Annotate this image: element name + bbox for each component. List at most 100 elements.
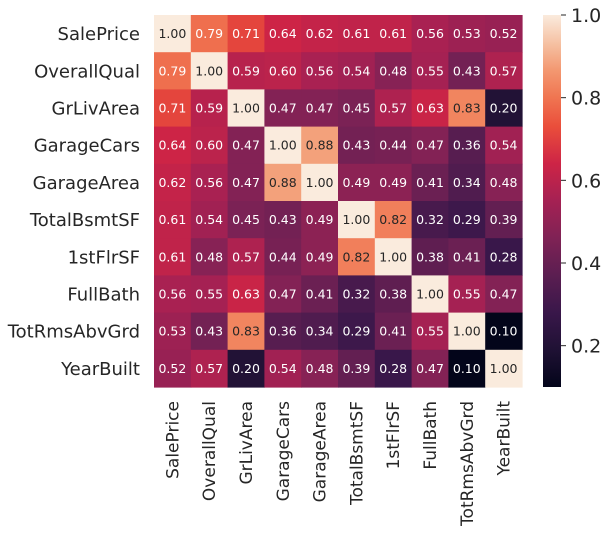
heatmap-cell-fullbath-garagecars <box>264 275 302 314</box>
heatmap-cell-totrmsabvgrd-saleprice <box>154 312 192 351</box>
cell-value-label: 0.20 <box>490 101 518 116</box>
heatmap-cell-fullbath-garagearea <box>301 275 339 314</box>
colorbar-tick-label: 0.6 <box>571 170 601 192</box>
cell-value-label: 0.55 <box>416 324 444 339</box>
cell-value-label: 0.82 <box>379 212 407 227</box>
cell-value-label: 0.28 <box>379 361 407 376</box>
heatmap-cell-totrmsabvgrd-fullbath <box>411 312 449 351</box>
cell-value-label: 0.63 <box>416 101 444 116</box>
cell-value-label: 0.83 <box>453 101 481 116</box>
cell-value-label: 0.39 <box>490 212 518 227</box>
heatmap-cell-grlivarea-totrmsabvgrd <box>448 89 486 128</box>
cell-value-label: 1.00 <box>379 249 407 264</box>
cell-value-label: 1.00 <box>232 101 260 116</box>
heatmap-cell-1stflrsf-garagearea <box>301 238 339 276</box>
cell-value-label: 0.41 <box>453 249 481 264</box>
heatmap-cell-garagearea-grlivarea <box>227 163 265 202</box>
cell-value-label: 0.55 <box>416 63 444 78</box>
heatmap-cell-totalbsmtsf-yearbuilt <box>485 201 523 239</box>
heatmap-cell-grlivarea-1stflrsf <box>374 89 413 128</box>
cell-value-label: 0.48 <box>490 175 518 190</box>
column-label-1stflrsf: 1stFlrSF <box>384 401 404 469</box>
heatmap-cell-garagecars-grlivarea <box>227 126 265 165</box>
heatmap-cell-1stflrsf-yearbuilt <box>485 238 523 276</box>
row-label-yearbuilt: YearBuilt <box>60 359 140 380</box>
cell-value-label: 0.83 <box>232 324 260 339</box>
heatmap-cell-grlivarea-saleprice <box>154 89 192 128</box>
column-label-fullbath: FullBath <box>421 401 441 470</box>
heatmap-cell-totalbsmtsf-totrmsabvgrd <box>448 201 486 239</box>
heatmap-cell-totalbsmtsf-saleprice <box>154 201 192 239</box>
cell-value-label: 0.59 <box>232 63 260 78</box>
row-label-totrmsabvgrd: TotRmsAbvGrd <box>7 322 140 343</box>
heatmap-cell-overallqual-totalbsmtsf <box>338 52 376 90</box>
cell-value-label: 0.49 <box>342 175 370 190</box>
row-label-garagecars: GarageCars <box>34 136 140 157</box>
heatmap-cell-totrmsabvgrd-garagecars <box>264 312 302 351</box>
heatmap-cell-1stflrsf-garagecars <box>264 238 302 276</box>
heatmap-cell-saleprice-yearbuilt <box>485 15 523 53</box>
cell-value-label: 0.47 <box>269 287 297 302</box>
heatmap-cell-totrmsabvgrd-grlivarea <box>227 312 265 351</box>
heatmap-cell-saleprice-overallqual <box>190 15 229 53</box>
cell-value-label: 0.88 <box>269 175 297 190</box>
heatmap-cell-totalbsmtsf-garagearea <box>301 201 339 239</box>
cell-value-label: 0.53 <box>453 26 481 41</box>
column-label-garagecars: GarageCars <box>274 401 294 502</box>
cell-value-label: 0.39 <box>342 361 370 376</box>
heatmap-cell-garagecars-garagecars <box>264 126 302 165</box>
cell-value-label: 0.29 <box>342 324 370 339</box>
heatmap-cell-1stflrsf-grlivarea <box>227 238 265 276</box>
cell-value-label: 0.63 <box>232 287 260 302</box>
cell-value-label: 0.43 <box>269 212 297 227</box>
heatmap-cell-fullbath-totalbsmtsf <box>338 275 376 314</box>
heatmap-cell-garagearea-totrmsabvgrd <box>448 163 486 202</box>
heatmap-cell-1stflrsf-overallqual <box>190 238 229 276</box>
row-label-totalbsmtsf: TotalBsmtSF <box>29 210 140 231</box>
cell-value-label: 0.43 <box>342 138 370 153</box>
colorbar-tick-label: 0.2 <box>571 336 601 358</box>
row-label-garagearea: GarageArea <box>33 173 140 194</box>
heatmap-cell-saleprice-garagecars <box>264 15 302 53</box>
heatmap-cell-1stflrsf-1stflrsf <box>374 238 413 276</box>
heatmap-cell-1stflrsf-saleprice <box>154 238 192 276</box>
heatmap-cell-totalbsmtsf-totalbsmtsf <box>338 201 376 239</box>
cell-value-label: 0.41 <box>306 287 334 302</box>
cell-value-label: 1.00 <box>158 26 186 41</box>
heatmap-cell-1stflrsf-fullbath <box>411 238 449 276</box>
cell-value-label: 0.54 <box>342 63 370 78</box>
heatmap-cell-overallqual-garagecars <box>264 52 302 90</box>
cell-value-label: 0.47 <box>269 101 297 116</box>
heatmap-cell-fullbath-overallqual <box>190 275 229 314</box>
cell-value-label: 0.38 <box>379 287 407 302</box>
cell-value-label: 0.82 <box>342 249 370 264</box>
heatmap-cell-saleprice-fullbath <box>411 15 449 53</box>
cell-value-label: 0.32 <box>416 212 444 227</box>
heatmap-cell-overallqual-grlivarea <box>227 52 265 90</box>
heatmap-cell-garagearea-garagearea <box>301 163 339 202</box>
heatmap-cell-yearbuilt-grlivarea <box>227 349 265 388</box>
colorbar-gradient <box>543 15 561 387</box>
cell-value-label: 0.61 <box>158 212 186 227</box>
heatmap-cell-1stflrsf-totrmsabvgrd <box>448 238 486 276</box>
heatmap-cell-garagearea-totalbsmtsf <box>338 163 376 202</box>
heatmap-cell-overallqual-fullbath <box>411 52 449 90</box>
cell-value-label: 0.59 <box>195 101 223 116</box>
heatmap-cell-fullbath-1stflrsf <box>374 275 413 314</box>
cell-value-label: 1.00 <box>306 175 334 190</box>
heatmap-cell-yearbuilt-totalbsmtsf <box>338 349 376 388</box>
cell-value-label: 0.43 <box>453 63 481 78</box>
cell-value-label: 0.41 <box>416 175 444 190</box>
cell-value-label: 0.44 <box>379 138 407 153</box>
heatmap-cell-grlivarea-garagearea <box>301 89 339 128</box>
heatmap-cell-garagecars-totrmsabvgrd <box>448 126 486 165</box>
heatmap-cell-totalbsmtsf-garagecars <box>264 201 302 239</box>
heatmap-cell-saleprice-garagearea <box>301 15 339 53</box>
cell-value-label: 0.71 <box>232 26 260 41</box>
heatmap-cell-saleprice-totalbsmtsf <box>338 15 376 53</box>
cell-value-label: 0.44 <box>269 249 297 264</box>
heatmap-cell-garagearea-fullbath <box>411 163 449 202</box>
row-label-grlivarea: GrLivArea <box>52 99 140 120</box>
cell-value-label: 1.00 <box>416 287 444 302</box>
